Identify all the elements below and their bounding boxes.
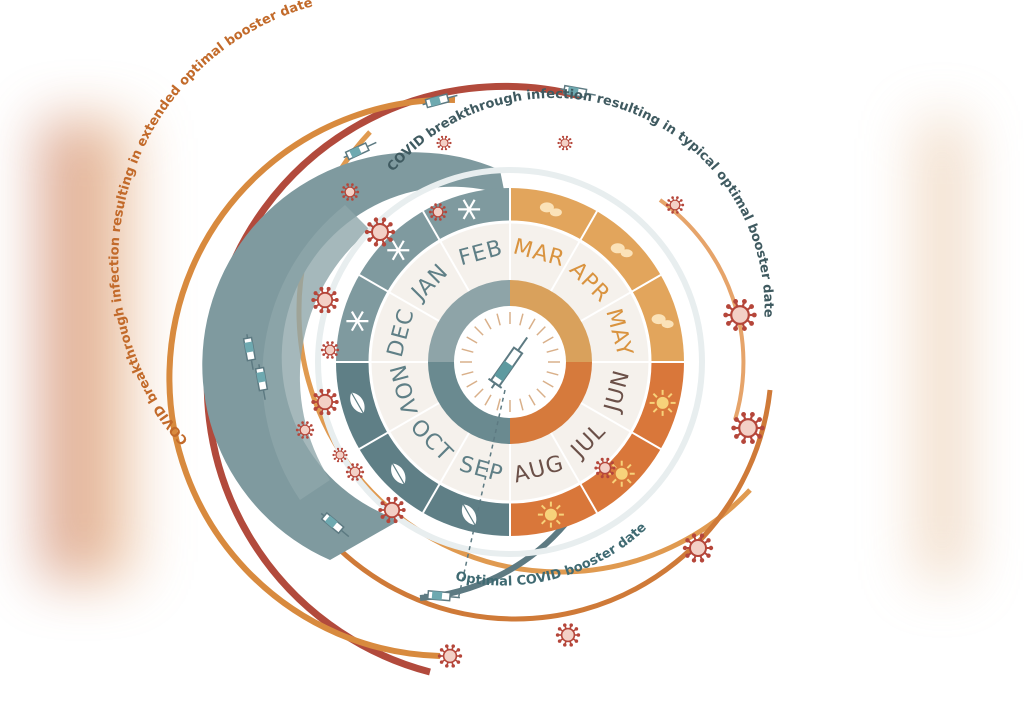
typical-booster-arc-inner bbox=[658, 198, 746, 421]
virus-icon bbox=[345, 463, 365, 481]
sun-icon bbox=[649, 389, 676, 416]
virus-icon bbox=[311, 388, 339, 416]
sprout-icon bbox=[651, 314, 674, 329]
arc-syringes bbox=[242, 84, 596, 602]
virus-icon bbox=[665, 196, 685, 214]
virus-icon bbox=[428, 203, 448, 221]
booster-syringe-icon bbox=[320, 511, 350, 538]
booster-syringe-icon bbox=[343, 141, 377, 161]
leaf-icon bbox=[350, 392, 365, 416]
virus-icon bbox=[594, 457, 616, 479]
virus-icon bbox=[311, 286, 339, 314]
snowflake-icon bbox=[387, 240, 410, 261]
snowflake-icon bbox=[458, 199, 481, 220]
syringe-icon bbox=[487, 336, 529, 389]
virus-icon bbox=[364, 217, 396, 247]
virus-icon bbox=[320, 341, 340, 359]
orange-arc-1 bbox=[166, 96, 456, 659]
virus-icon bbox=[437, 644, 463, 668]
leaf-icon bbox=[391, 463, 406, 487]
virus-icon bbox=[295, 421, 315, 439]
blurred-left-backdrop bbox=[40, 120, 150, 580]
snowflake-icon bbox=[346, 311, 369, 332]
blurred-right-backdrop bbox=[904, 120, 964, 580]
sun-icon bbox=[537, 501, 564, 528]
virus-icon bbox=[555, 623, 581, 647]
booster-syringe-icon bbox=[422, 93, 458, 109]
booster-syringe-icon bbox=[242, 334, 257, 370]
virus-markers bbox=[295, 135, 765, 668]
booster-syringe-icon bbox=[560, 84, 596, 99]
sprout-icon bbox=[610, 243, 633, 258]
optimal-pointer-line bbox=[457, 389, 506, 601]
virus-icon bbox=[436, 135, 452, 151]
season-icons bbox=[346, 199, 676, 528]
leaf-icon bbox=[461, 503, 477, 528]
virus-icon bbox=[332, 447, 348, 463]
booster-syringe-icon bbox=[254, 364, 269, 400]
virus-icon bbox=[682, 533, 714, 563]
virus-icon bbox=[378, 496, 406, 524]
virus-icon bbox=[723, 298, 757, 332]
booster-syringe-icon bbox=[424, 589, 460, 602]
virus-icon bbox=[340, 183, 360, 201]
virus-icon bbox=[731, 411, 765, 445]
infection-zone-band-2 bbox=[262, 205, 370, 500]
virus-icon bbox=[557, 135, 573, 151]
sprout-icon bbox=[539, 202, 562, 217]
